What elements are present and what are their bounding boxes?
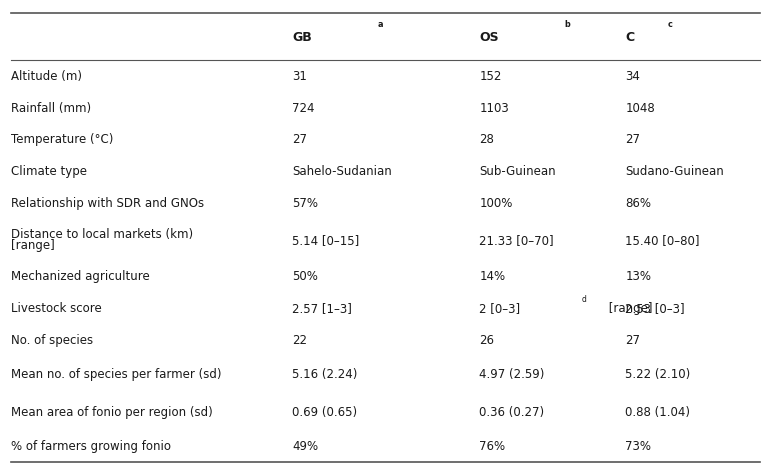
Text: 100%: 100%: [480, 197, 513, 209]
Text: 57%: 57%: [293, 197, 319, 209]
Text: 28: 28: [480, 133, 494, 146]
Text: 2 [0–3]: 2 [0–3]: [480, 301, 520, 314]
Text: GB: GB: [293, 31, 312, 44]
Text: OS: OS: [480, 31, 499, 44]
Text: 1103: 1103: [480, 101, 509, 114]
Text: a: a: [377, 20, 383, 29]
Text: Rainfall (mm): Rainfall (mm): [11, 101, 92, 114]
Text: 21.33 [0–70]: 21.33 [0–70]: [480, 233, 554, 246]
Text: 76%: 76%: [480, 439, 506, 452]
Text: Livestock score: Livestock score: [11, 301, 102, 314]
Text: 86%: 86%: [626, 197, 652, 209]
Text: Sub-Guinean: Sub-Guinean: [480, 165, 556, 178]
Text: Distance to local markets (km): Distance to local markets (km): [11, 228, 193, 241]
Text: No. of species: No. of species: [11, 333, 93, 346]
Text: 2.57 [1–3]: 2.57 [1–3]: [293, 301, 352, 314]
Text: 50%: 50%: [293, 270, 318, 283]
Text: Climate type: Climate type: [11, 165, 87, 178]
Text: 73%: 73%: [626, 439, 652, 452]
Text: 152: 152: [480, 70, 502, 83]
Text: Altitude (m): Altitude (m): [11, 70, 83, 83]
Text: 724: 724: [293, 101, 315, 114]
Text: 15.40 [0–80]: 15.40 [0–80]: [626, 233, 700, 246]
Text: [range]: [range]: [11, 238, 55, 251]
Text: 49%: 49%: [293, 439, 319, 452]
Text: Mean no. of species per farmer (sd): Mean no. of species per farmer (sd): [11, 367, 222, 380]
Text: C: C: [626, 31, 635, 44]
Text: Sahelo-Sudanian: Sahelo-Sudanian: [293, 165, 392, 178]
Text: 26: 26: [480, 333, 494, 346]
Text: 13%: 13%: [626, 270, 652, 283]
Text: 2.53 [0–3]: 2.53 [0–3]: [626, 301, 685, 314]
Text: 34: 34: [626, 70, 640, 83]
Text: b: b: [565, 20, 571, 29]
Text: 27: 27: [626, 133, 640, 146]
Text: [range]: [range]: [604, 301, 652, 314]
Text: 5.22 (2.10): 5.22 (2.10): [626, 367, 691, 380]
Text: 27: 27: [626, 333, 640, 346]
Text: 5.16 (2.24): 5.16 (2.24): [293, 367, 358, 380]
Text: 27: 27: [293, 133, 307, 146]
Text: 31: 31: [293, 70, 307, 83]
Text: % of farmers growing fonio: % of farmers growing fonio: [11, 439, 171, 452]
Text: Relationship with SDR and GNOs: Relationship with SDR and GNOs: [11, 197, 205, 209]
Text: Mean area of fonio per region (sd): Mean area of fonio per region (sd): [11, 405, 213, 418]
Text: Temperature (°C): Temperature (°C): [11, 133, 114, 146]
Text: 4.97 (2.59): 4.97 (2.59): [480, 367, 545, 380]
Text: 0.88 (1.04): 0.88 (1.04): [626, 405, 691, 418]
Text: c: c: [668, 20, 673, 29]
Text: 0.69 (0.65): 0.69 (0.65): [293, 405, 358, 418]
Text: 22: 22: [293, 333, 307, 346]
Text: Mechanized agriculture: Mechanized agriculture: [11, 270, 151, 283]
Text: 5.14 [0–15]: 5.14 [0–15]: [293, 233, 360, 246]
Text: 1048: 1048: [626, 101, 656, 114]
Text: 0.36 (0.27): 0.36 (0.27): [480, 405, 545, 418]
Text: Sudano-Guinean: Sudano-Guinean: [626, 165, 724, 178]
Text: d: d: [581, 295, 586, 304]
Text: 14%: 14%: [480, 270, 506, 283]
